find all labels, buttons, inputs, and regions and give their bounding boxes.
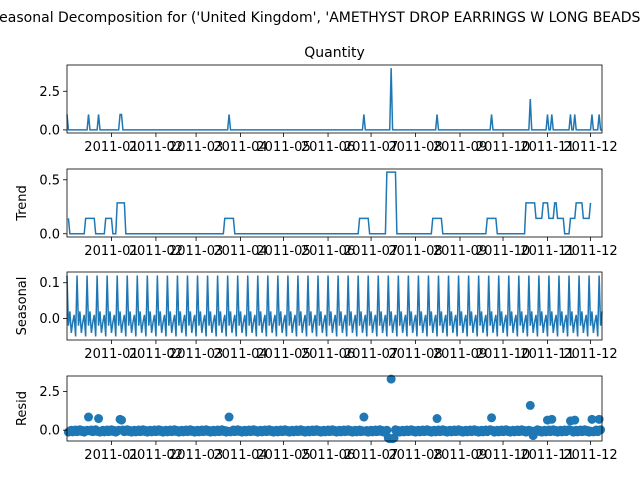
panels-group: 0.02.52011-012011-022011-032011-042011-0… xyxy=(15,45,618,463)
x-tick-label: 2011-04 xyxy=(213,244,267,259)
x-tick-label: 2011-08 xyxy=(388,140,442,155)
resid-point xyxy=(596,425,606,435)
x-tick-label: 2011-09 xyxy=(433,347,487,362)
y-axis-label: Trend xyxy=(15,185,30,222)
x-tick-label: 2011-09 xyxy=(433,140,487,155)
resid-point xyxy=(94,414,104,424)
axes-frame xyxy=(66,168,603,238)
x-tick-label: 2011-07 xyxy=(344,448,398,463)
x-tick-label: 2011-01 xyxy=(84,448,138,463)
resid-point xyxy=(487,413,497,423)
y-tick-label: 0.0 xyxy=(39,123,60,138)
y-tick-label: 2.5 xyxy=(39,85,60,100)
x-tick-label: 2011-03 xyxy=(169,244,223,259)
x-tick-label: 2011-07 xyxy=(344,244,398,259)
x-tick-label: 2011-04 xyxy=(213,347,267,362)
resid-point xyxy=(587,414,597,424)
x-tick-label: 2011-04 xyxy=(213,140,267,155)
x-tick-label: 2011-04 xyxy=(213,448,267,463)
x-tick-label: 2011-11 xyxy=(520,244,574,259)
x-tick-label: 2011-11 xyxy=(520,448,574,463)
x-tick-label: 2011-08 xyxy=(388,448,442,463)
x-tick-label: 2011-05 xyxy=(256,347,310,362)
resid-point xyxy=(525,400,535,410)
resid-point xyxy=(382,425,392,435)
subplot-2: 0.00.52011-012011-022011-032011-042011-0… xyxy=(15,168,618,259)
y-tick-label: 0.0 xyxy=(39,424,60,439)
x-tick-label: 2011-12 xyxy=(563,244,617,259)
x-tick-label: 2011-02 xyxy=(129,244,183,259)
axes-frame xyxy=(66,375,603,442)
x-tick-label: 2011-06 xyxy=(301,140,355,155)
y-tick-label: 0.0 xyxy=(39,312,60,327)
resid-point xyxy=(224,412,234,422)
axes-frame xyxy=(66,64,603,134)
x-tick-label: 2011-10 xyxy=(476,448,530,463)
resid-point xyxy=(84,412,94,422)
resid-point xyxy=(570,415,580,425)
subplot-1: 0.02.52011-012011-022011-032011-042011-0… xyxy=(39,45,617,155)
x-tick-label: 2011-09 xyxy=(433,244,487,259)
x-tick-label: 2011-08 xyxy=(388,347,442,362)
x-tick-label: 2011-05 xyxy=(256,244,310,259)
axes-frame xyxy=(66,271,603,341)
resid-point xyxy=(359,412,369,422)
y-tick-label: 2.5 xyxy=(39,385,60,400)
x-tick-label: 2011-03 xyxy=(169,140,223,155)
x-tick-label: 2011-03 xyxy=(169,448,223,463)
x-tick-label: 2011-02 xyxy=(129,347,183,362)
resid-point xyxy=(117,415,127,425)
x-tick-label: 2011-05 xyxy=(256,140,310,155)
y-tick-label: 0.1 xyxy=(39,276,60,291)
resid-point xyxy=(547,414,557,424)
x-tick-label: 2011-12 xyxy=(563,140,617,155)
x-tick-label: 2011-09 xyxy=(433,448,487,463)
x-tick-label: 2011-02 xyxy=(129,448,183,463)
x-tick-label: 2011-08 xyxy=(388,244,442,259)
x-tick-label: 2011-10 xyxy=(476,347,530,362)
y-tick-label: 0.5 xyxy=(39,173,60,188)
subplot-4: 0.02.52011-012011-022011-032011-042011-0… xyxy=(15,374,618,463)
seasonal-series-line xyxy=(66,275,603,337)
x-tick-label: 2011-06 xyxy=(301,448,355,463)
x-tick-label: 2011-02 xyxy=(129,140,183,155)
trend-series-line xyxy=(67,171,592,235)
x-tick-label: 2011-12 xyxy=(563,448,617,463)
x-tick-label: 2011-07 xyxy=(344,140,398,155)
y-axis-label: Seasonal xyxy=(15,277,30,336)
x-tick-label: 2011-11 xyxy=(520,347,574,362)
subplot-title: Quantity xyxy=(304,45,365,61)
x-tick-label: 2011-12 xyxy=(563,347,617,362)
resid-point xyxy=(386,374,396,384)
x-tick-label: 2011-06 xyxy=(301,244,355,259)
y-axis-label: Resid xyxy=(15,391,30,426)
x-tick-label: 2011-10 xyxy=(476,140,530,155)
resid-point xyxy=(432,414,442,424)
subplot-3: 0.00.12011-012011-022011-032011-042011-0… xyxy=(15,271,618,362)
x-tick-label: 2011-01 xyxy=(84,140,138,155)
y-tick-label: 0.0 xyxy=(39,227,60,242)
x-tick-label: 2011-06 xyxy=(301,347,355,362)
x-tick-label: 2011-10 xyxy=(476,244,530,259)
quantity-series-line xyxy=(66,68,602,131)
x-tick-label: 2011-05 xyxy=(256,448,310,463)
resid-point xyxy=(594,414,604,424)
x-tick-label: 2011-03 xyxy=(169,347,223,362)
x-tick-label: 2011-01 xyxy=(84,244,138,259)
x-tick-label: 2011-01 xyxy=(84,347,138,362)
x-tick-label: 2011-11 xyxy=(520,140,574,155)
x-tick-label: 2011-07 xyxy=(344,347,398,362)
figure-title: Seasonal Decomposition for ('United King… xyxy=(0,10,640,26)
